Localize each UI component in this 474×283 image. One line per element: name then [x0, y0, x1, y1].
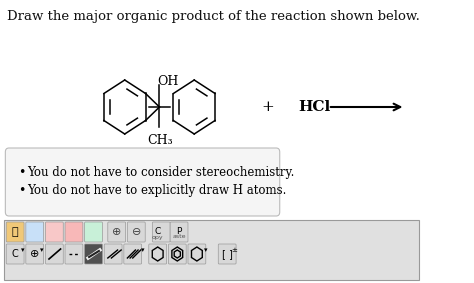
Text: Draw the major organic product of the reaction shown below.: Draw the major organic product of the re…: [7, 10, 420, 23]
Text: You do not have to consider stereochemistry.: You do not have to consider stereochemis…: [27, 166, 294, 179]
Text: HCl: HCl: [299, 100, 331, 114]
Text: aste: aste: [173, 235, 186, 239]
Text: ⊖: ⊖: [132, 227, 141, 237]
FancyBboxPatch shape: [46, 222, 63, 242]
Text: 🖐: 🖐: [12, 227, 18, 237]
FancyBboxPatch shape: [6, 222, 24, 242]
Text: You do not have to explicitly draw H atoms.: You do not have to explicitly draw H ato…: [27, 184, 286, 197]
FancyBboxPatch shape: [85, 222, 102, 242]
FancyBboxPatch shape: [124, 244, 142, 264]
FancyBboxPatch shape: [26, 244, 44, 264]
FancyBboxPatch shape: [168, 244, 186, 264]
Text: CH₃: CH₃: [147, 134, 173, 147]
Text: ⊕: ⊕: [30, 249, 39, 259]
Text: ±: ±: [231, 247, 237, 253]
FancyBboxPatch shape: [65, 222, 83, 242]
Text: OH: OH: [157, 75, 178, 88]
FancyBboxPatch shape: [6, 244, 24, 264]
FancyBboxPatch shape: [170, 222, 188, 242]
FancyBboxPatch shape: [218, 244, 236, 264]
FancyBboxPatch shape: [188, 244, 206, 264]
FancyBboxPatch shape: [5, 148, 280, 216]
Text: ▾: ▾: [20, 247, 24, 253]
Text: [ ]: [ ]: [222, 249, 233, 259]
Text: P: P: [176, 226, 182, 235]
Text: opy: opy: [152, 235, 164, 239]
FancyBboxPatch shape: [65, 244, 83, 264]
FancyBboxPatch shape: [26, 222, 44, 242]
FancyBboxPatch shape: [85, 244, 102, 264]
Text: C: C: [12, 249, 18, 259]
Text: •: •: [18, 166, 25, 179]
FancyBboxPatch shape: [4, 220, 419, 280]
Text: ▾: ▾: [204, 247, 208, 253]
FancyBboxPatch shape: [152, 222, 170, 242]
FancyBboxPatch shape: [46, 244, 63, 264]
FancyBboxPatch shape: [149, 244, 166, 264]
Text: •: •: [18, 184, 25, 197]
FancyBboxPatch shape: [128, 222, 145, 242]
Text: C: C: [155, 226, 161, 235]
FancyBboxPatch shape: [104, 244, 122, 264]
Text: ▾: ▾: [141, 247, 144, 253]
Text: ▾: ▾: [40, 247, 44, 253]
FancyBboxPatch shape: [108, 222, 126, 242]
Text: +: +: [261, 100, 273, 114]
Text: ⊕: ⊕: [112, 227, 121, 237]
